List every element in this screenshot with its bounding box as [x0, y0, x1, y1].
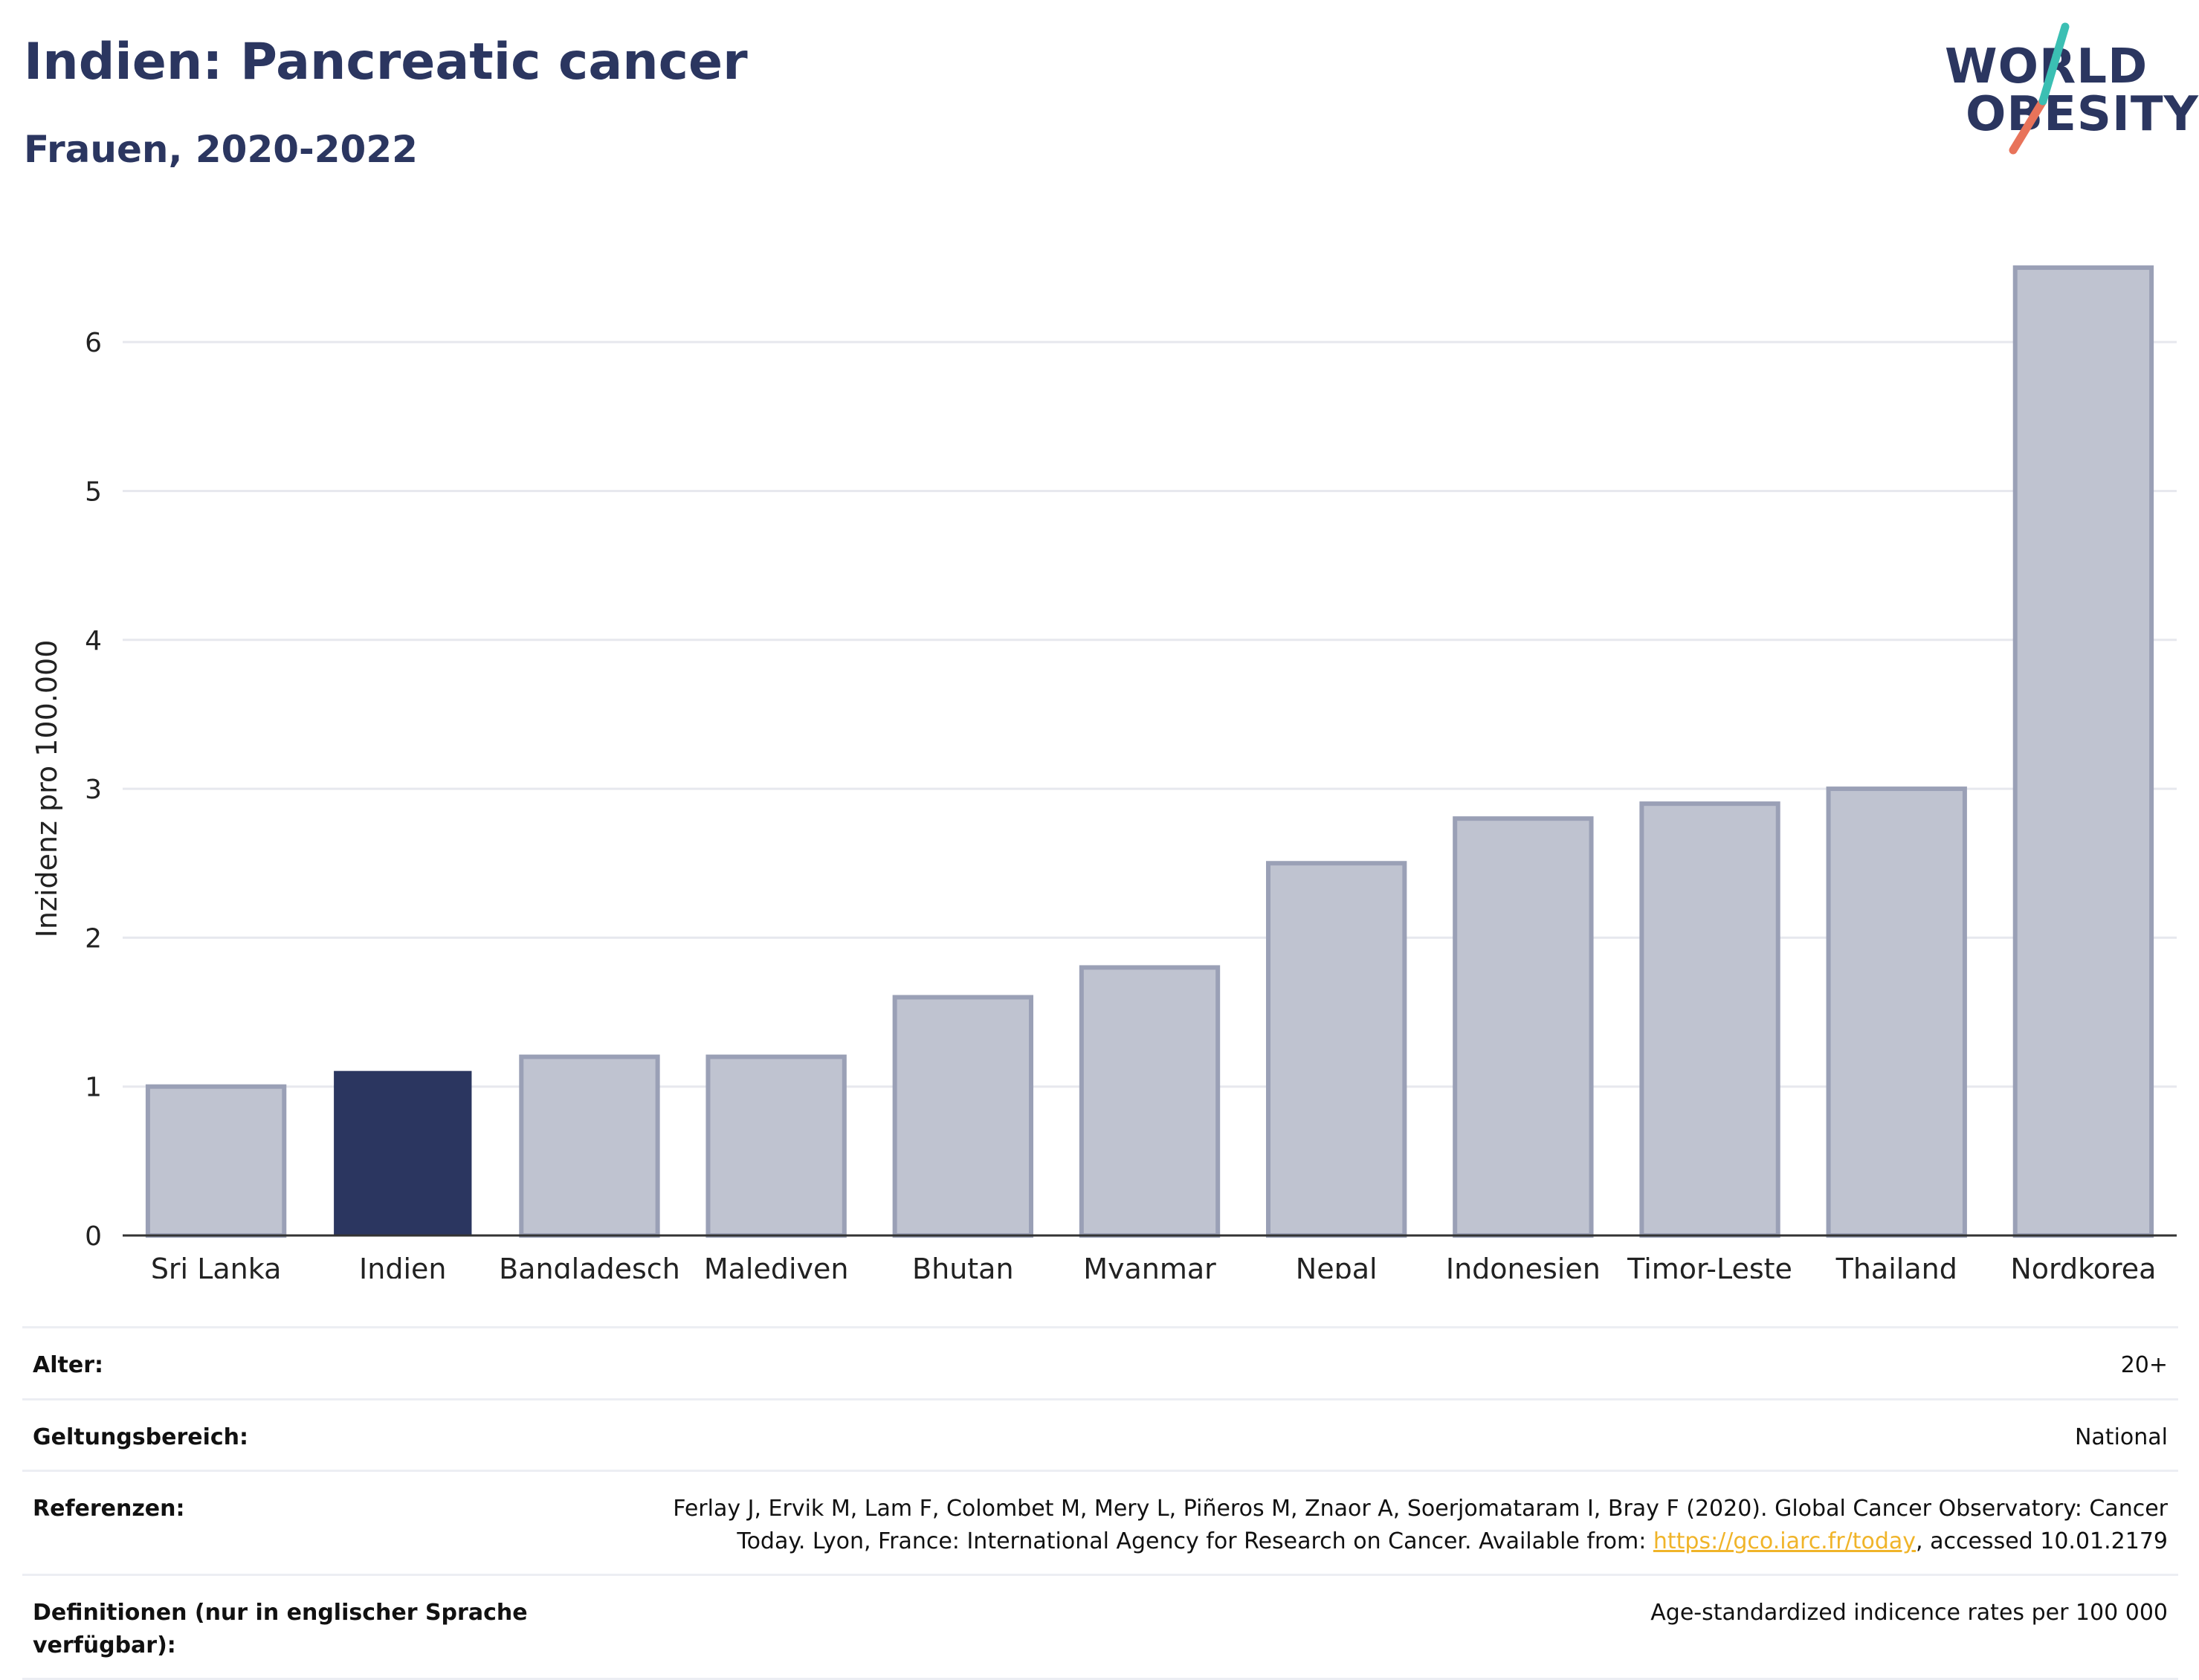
bar-nepal [1266, 861, 1407, 1238]
info-row-scope: Geltungsbereich: National [22, 1398, 2178, 1470]
bar-chart: 0 1 2 3 4 5 6 Sri Lanka Indien Bangladesch Malediv… [30, 265, 2177, 1279]
y-tick-label: 4 [85, 626, 102, 656]
bar-malediven [705, 1054, 847, 1238]
definitions-value: Age-standardized indicence rates per 100… [1650, 1600, 2168, 1626]
bar-indonesien [1453, 816, 1594, 1238]
page-subtitle: Frauen, 2020-2022 [24, 128, 418, 171]
definitions-label: Definitionen (nur in englischer Sprache … [33, 1600, 528, 1658]
info-row-age: Alter: 20+ [22, 1326, 2178, 1398]
bar-bangladesch [519, 1054, 660, 1238]
bar-timor-leste [1639, 801, 1780, 1238]
x-tick-label: Bangladesch [499, 1253, 680, 1279]
y-tick-label: 5 [85, 476, 102, 507]
y-tick-label: 2 [85, 923, 102, 954]
bar-nordkorea [2012, 265, 2154, 1238]
x-tick-label: Indonesien [1446, 1253, 1601, 1279]
x-tick-label: Myanmar [1083, 1253, 1216, 1279]
world-obesity-logo: WORLD OBESITY [1933, 21, 2198, 155]
y-tick-label: 1 [85, 1073, 102, 1103]
bars [145, 265, 2154, 1238]
bar-sri-lanka [145, 1084, 287, 1238]
x-tick-label: Timor-Leste [1627, 1253, 1792, 1279]
y-tick-label: 6 [85, 328, 102, 358]
bar-myanmar [1079, 965, 1221, 1238]
page-title: Indien: Pancreatic cancer [24, 33, 748, 91]
references-accessed: , accessed 10.01.2179 [1916, 1528, 2168, 1554]
x-tick-label: Thailand [1835, 1253, 1957, 1279]
references-text: Ferlay J, Ervik M, Lam F, Colombet M, Me… [673, 1496, 2168, 1554]
x-tick-label: Nepal [1296, 1253, 1378, 1279]
info-row-definitions: Definitionen (nur in englischer Sprache … [22, 1574, 2178, 1680]
age-label: Alter: [33, 1352, 103, 1378]
scope-label: Geltungsbereich: [33, 1424, 249, 1450]
x-tick-label: Malediven [704, 1253, 849, 1279]
logo-line-2: OBESITY [1966, 87, 2199, 142]
scope-value: National [2074, 1424, 2168, 1450]
info-row-references: Referenzen: Ferlay J, Ervik M, Lam F, Co… [22, 1470, 2178, 1574]
bar-indien [334, 1070, 472, 1236]
x-tick-label: Indien [359, 1253, 446, 1279]
y-axis-label: Inzidenz pro 100.000 [30, 640, 63, 938]
x-tick-label: Bhutan [912, 1253, 1014, 1279]
references-link[interactable]: https://gco.iarc.fr/today [1653, 1528, 1917, 1554]
y-tick-label: 3 [85, 775, 102, 805]
references-label: Referenzen: [33, 1496, 185, 1522]
logo-slash-icon [2009, 22, 2070, 155]
y-tick-label: 0 [85, 1221, 102, 1252]
bar-thailand [1826, 786, 1967, 1238]
x-tick-label: Sri Lanka [151, 1253, 282, 1279]
info-table: Alter: 20+ Geltungsbereich: National Ref… [22, 1326, 2178, 1680]
references-value: Ferlay J, Ervik M, Lam F, Colombet M, Me… [607, 1493, 2168, 1557]
age-value: 20+ [2120, 1352, 2168, 1378]
axes: 0 1 2 3 4 5 6 Sri Lanka Indien Bangladesch Malediv… [85, 328, 2177, 1279]
x-tick-label: Nordkorea [2010, 1253, 2156, 1279]
bar-bhutan [892, 995, 1033, 1238]
